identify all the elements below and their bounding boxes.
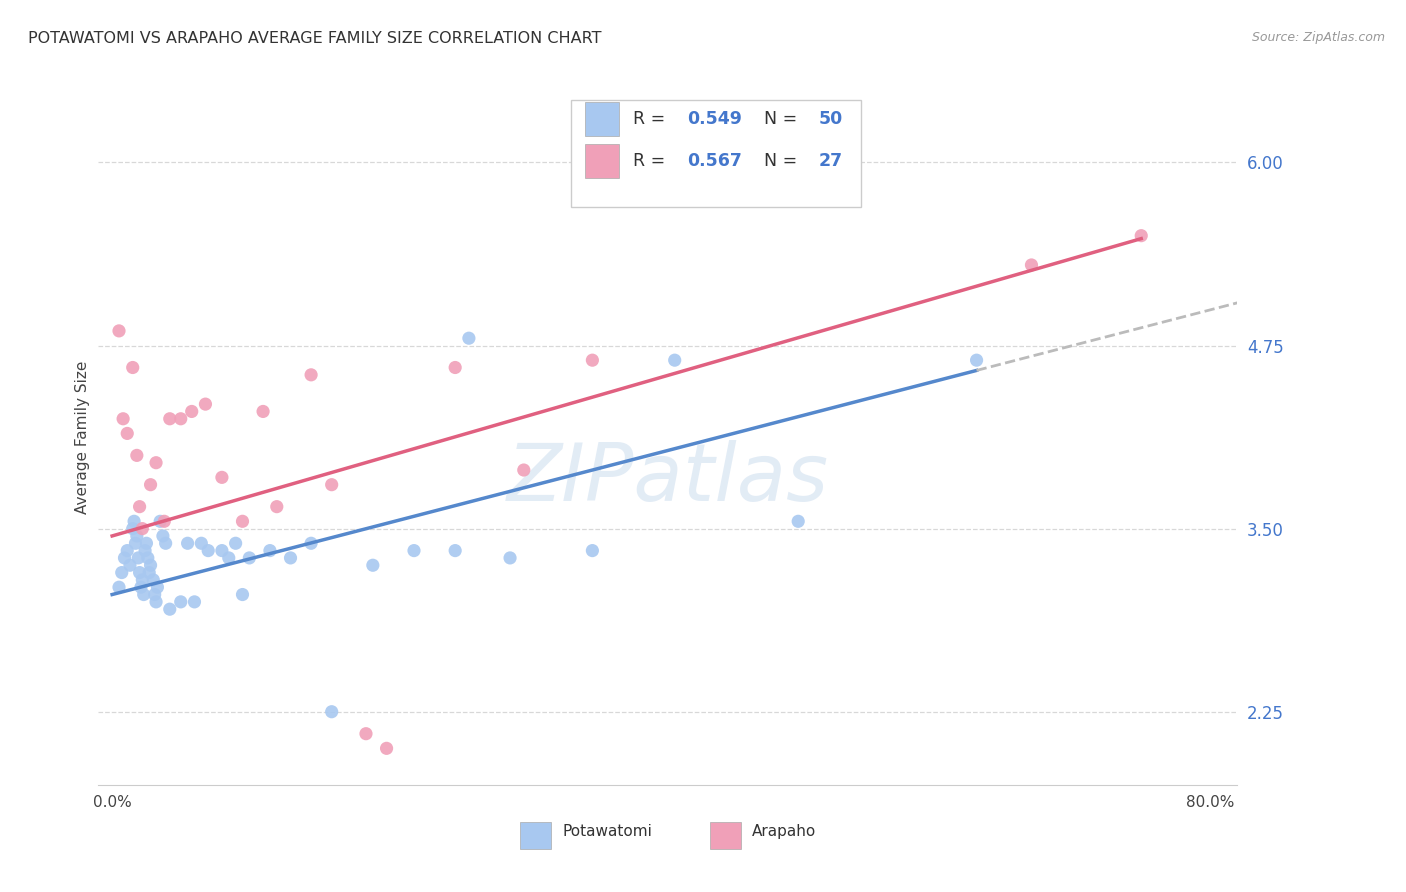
Point: [128, 500, 150, 514]
Point: [111, 566, 134, 580]
Point: [114, 550, 136, 565]
Text: ZIPatlas: ZIPatlas: [506, 440, 830, 518]
Text: Source: ZipAtlas.com: Source: ZipAtlas.com: [1251, 31, 1385, 45]
Point: [170, 411, 193, 425]
Point: [211, 470, 233, 484]
Point: [787, 514, 810, 528]
Bar: [585, 103, 619, 136]
Point: [128, 566, 150, 580]
Point: [361, 558, 384, 573]
Point: [134, 543, 156, 558]
Text: R =: R =: [633, 110, 671, 128]
Point: [299, 536, 322, 550]
Point: [125, 529, 148, 543]
Point: [135, 536, 157, 550]
Text: N =: N =: [763, 152, 803, 169]
Point: [152, 529, 174, 543]
Text: 50: 50: [818, 110, 842, 128]
Point: [252, 404, 274, 418]
Point: [142, 573, 165, 587]
Point: [194, 397, 217, 411]
Text: R =: R =: [633, 152, 671, 169]
Point: [581, 543, 603, 558]
Point: [108, 324, 131, 338]
Point: [115, 543, 138, 558]
Point: [354, 727, 377, 741]
Point: [231, 588, 253, 602]
Point: [1021, 258, 1043, 272]
Point: [180, 404, 202, 418]
Point: [143, 588, 166, 602]
Point: [183, 595, 205, 609]
Point: [145, 595, 167, 609]
Point: [238, 550, 260, 565]
Text: Arapaho: Arapaho: [752, 824, 817, 838]
Point: [402, 543, 425, 558]
Point: [118, 558, 141, 573]
Point: [231, 514, 253, 528]
Text: POTAWATOMI VS ARAPAHO AVERAGE FAMILY SIZE CORRELATION CHART: POTAWATOMI VS ARAPAHO AVERAGE FAMILY SIZ…: [28, 31, 602, 46]
Point: [136, 550, 159, 565]
Point: [129, 580, 152, 594]
FancyBboxPatch shape: [571, 100, 862, 208]
Point: [153, 514, 176, 528]
Y-axis label: Average Family Size: Average Family Size: [75, 360, 90, 514]
Point: [259, 543, 281, 558]
Text: N =: N =: [763, 110, 803, 128]
Point: [125, 449, 148, 463]
Point: [127, 550, 149, 565]
Point: [122, 514, 145, 528]
Point: [513, 463, 536, 477]
Point: [1130, 228, 1153, 243]
Point: [139, 558, 162, 573]
Point: [131, 573, 153, 587]
Point: [664, 353, 686, 368]
Text: 0.549: 0.549: [688, 110, 742, 128]
Point: [190, 536, 212, 550]
Point: [266, 500, 288, 514]
Point: [146, 580, 169, 594]
Point: [159, 411, 181, 425]
Point: [108, 580, 131, 594]
Point: [499, 550, 522, 565]
Point: [225, 536, 247, 550]
Point: [131, 522, 153, 536]
Point: [149, 514, 172, 528]
Point: [581, 353, 603, 368]
Point: [138, 566, 160, 580]
Point: [155, 536, 177, 550]
Point: [966, 353, 988, 368]
Point: [280, 550, 302, 565]
Point: [176, 536, 198, 550]
Point: [444, 360, 467, 375]
Point: [218, 550, 240, 565]
Point: [444, 543, 467, 558]
Point: [112, 411, 135, 425]
Bar: [585, 145, 619, 178]
Point: [132, 588, 155, 602]
Point: [457, 331, 479, 345]
Point: [197, 543, 219, 558]
Point: [121, 522, 143, 536]
Text: 27: 27: [818, 152, 842, 169]
Text: Potawatomi: Potawatomi: [562, 824, 652, 838]
Text: 0.567: 0.567: [688, 152, 742, 169]
Point: [211, 543, 233, 558]
Point: [321, 705, 343, 719]
Point: [170, 595, 193, 609]
Point: [321, 477, 343, 491]
Point: [145, 456, 167, 470]
Point: [375, 741, 398, 756]
Point: [299, 368, 322, 382]
Point: [115, 426, 138, 441]
Point: [159, 602, 181, 616]
Point: [139, 477, 162, 491]
Point: [124, 536, 146, 550]
Point: [121, 360, 143, 375]
